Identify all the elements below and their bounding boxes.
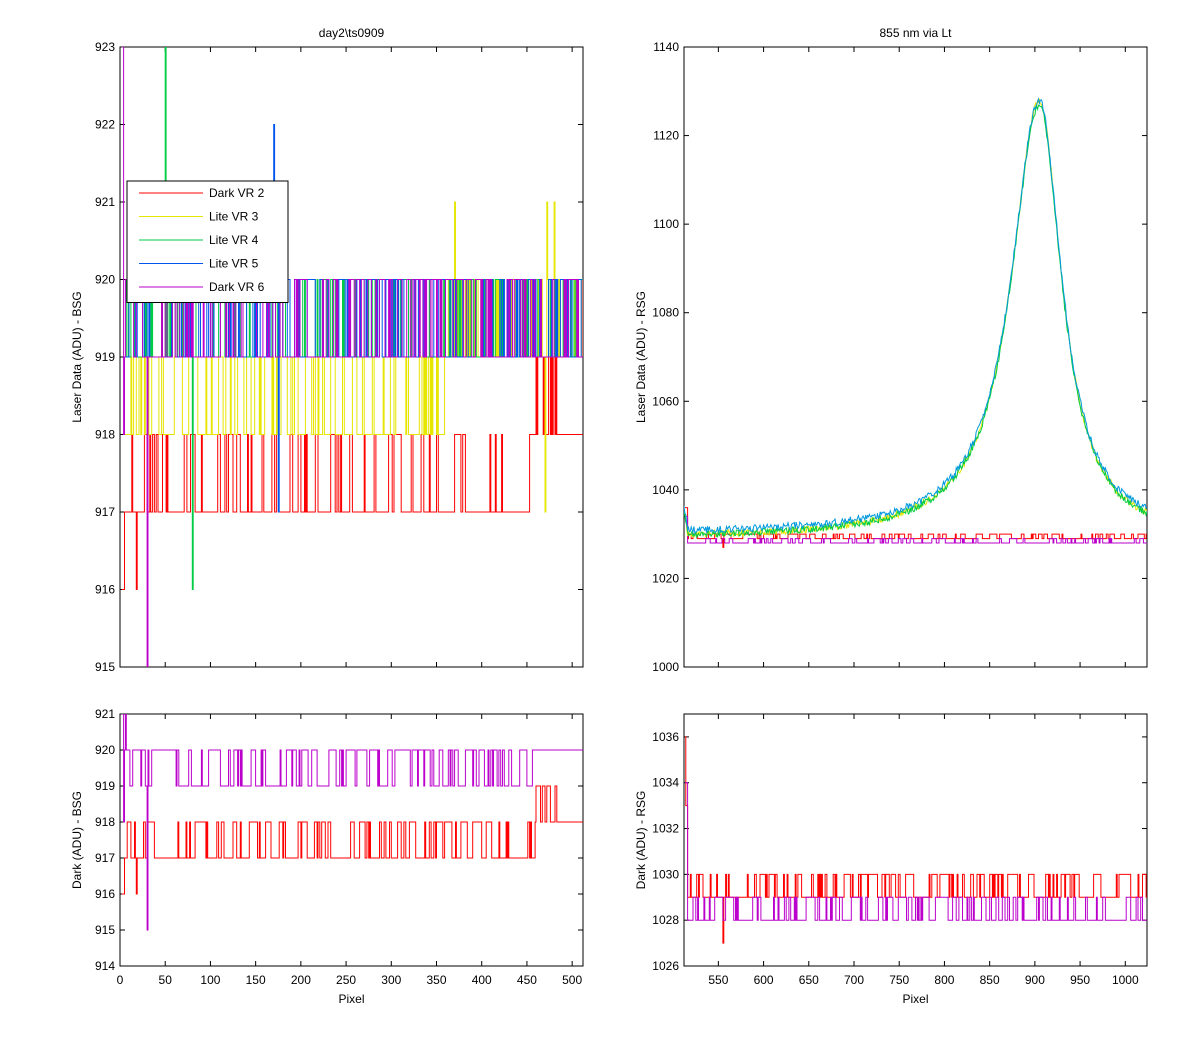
panel-top-right: 1000 1020 1040 1060 1080 1100 1120 1140 855 nm v… [634,26,1148,674]
x-tick-label: 850 [980,973,1000,987]
y-tick-label: 1020 [652,571,679,585]
series-line-1 [684,782,1147,921]
x-tick-label: 650 [799,973,819,987]
x-tick-label: 950 [1070,973,1090,987]
y-tick-label: 1080 [652,306,679,320]
x-tick-label: 750 [889,973,909,987]
series-line-4 [684,97,1147,535]
y-tick-label: 916 [95,583,115,597]
y-tick-label: 915 [95,923,115,937]
x-tick-label: 300 [381,973,401,987]
y-axis-label: Laser Data (ADU) - BSG [70,291,84,422]
legend-label: Dark VR 2 [209,186,265,200]
y-tick-label: 917 [95,505,115,519]
y-axis-label: Dark (ADU) - BSG [70,791,84,889]
series-line-1 [684,515,1147,544]
y-axis-label: Dark (ADU) - RSG [634,791,648,890]
y-tick-label: 919 [95,350,115,364]
legend-box [126,180,289,303]
x-tick-label: 500 [562,973,582,987]
series-line-1 [121,714,583,931]
series-line-dark-vr-2 [121,356,583,590]
y-tick-label: 1100 [653,217,679,231]
x-tick-label: 0 [117,973,124,987]
x-tick-label: 50 [159,973,173,987]
x-tick-label: 450 [517,973,537,987]
x-tick-label: 150 [246,973,266,987]
series-group [684,736,1147,944]
chart-title: day2\ts0909 [319,26,385,40]
legend-label: Dark VR 6 [209,280,265,294]
series-group [121,714,583,931]
series-line-0 [684,736,1147,944]
panels: 915 916 917 918 919 920 921 922 923 day2\ts0909 La… [70,26,1148,1006]
series-group [684,97,1147,548]
x-axis-label: Pixel [902,992,928,1006]
axes-frame [683,46,1148,668]
y-tick-label: 923 [95,40,115,54]
panel-bottom-left: 0 50 100 150 200 250 300 350 400 450 500 914 915 916 9… [70,707,584,1006]
y-tick-label: 920 [95,743,115,757]
y-tick-label: 917 [95,851,115,865]
legend-label: Lite VR 5 [209,257,259,271]
y-tick-label: 922 [95,118,115,132]
x-tick-label: 600 [754,973,774,987]
x-tick-label: 700 [844,973,864,987]
y-tick-label: 1034 [652,776,679,790]
y-tick-label: 1028 [652,913,679,927]
y-tick-label: 1032 [652,822,679,836]
x-tick-label: 1000 [1112,973,1139,987]
chart-title: 855 nm via Lt [879,26,952,40]
y-tick-label: 918 [95,815,115,829]
y-tick-label: 921 [95,195,115,209]
y-tick-label: 1120 [653,129,679,143]
y-tick-label: 920 [95,273,115,287]
x-tick-label: 400 [472,973,492,987]
legend-label: Lite VR 3 [209,210,259,224]
y-tick-label: 1040 [652,483,679,497]
y-tick-label: 919 [95,779,115,793]
x-tick-label: 100 [200,973,220,987]
y-tick-label: 915 [95,660,115,674]
legend: Dark VR 2 Lite VR 3 Lite VR 4 Lite VR 5 Dark… [126,180,289,303]
x-tick-label: 800 [934,973,954,987]
x-tick-label: 250 [336,973,356,987]
x-tick-label: 200 [291,973,311,987]
x-tick-label: 550 [708,973,728,987]
y-tick-label: 1140 [653,40,679,54]
y-tick-label: 1060 [652,394,679,408]
axes-frame [683,713,1148,967]
y-tick-label: 1036 [652,730,679,744]
x-tick-label: 900 [1025,973,1045,987]
y-tick-label: 1026 [652,959,679,973]
y-tick-label: 914 [95,959,115,973]
series-line-0 [121,785,583,895]
y-tick-label: 1030 [652,867,679,881]
series-line-dark-vr-6 [121,47,583,667]
y-axis-label: Laser Data (ADU) - RSG [634,291,648,423]
x-tick-label: 350 [426,973,446,987]
y-tick-label: 918 [95,428,115,442]
y-tick-label: 921 [95,707,115,721]
y-tick-label: 916 [95,887,115,901]
y-tick-label: 1000 [652,660,679,674]
panel-bottom-right: 550 600 650 700 750 800 850 900 950 1000 1026 1028 1… [634,713,1148,1006]
x-axis-label: Pixel [338,992,364,1006]
panel-top-left: 915 916 917 918 919 920 921 922 923 day2\ts0909 La… [70,26,584,674]
legend-label: Lite VR 4 [209,233,259,247]
